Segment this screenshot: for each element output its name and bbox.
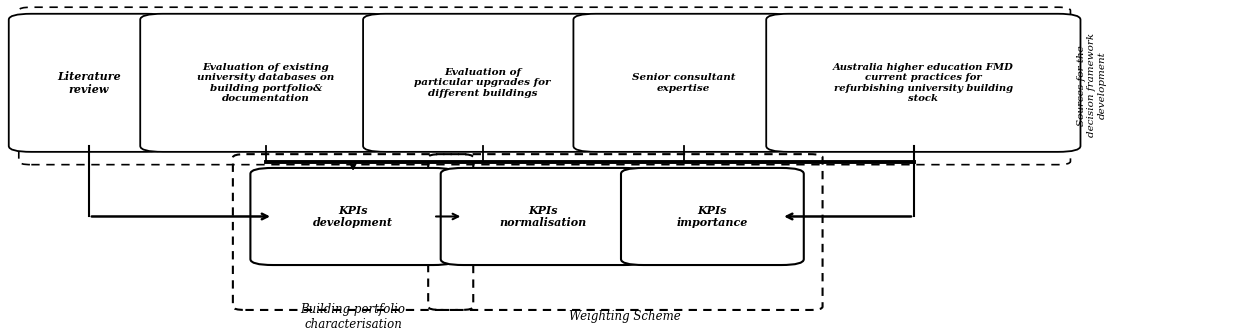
FancyBboxPatch shape [363, 14, 602, 152]
FancyBboxPatch shape [441, 168, 646, 265]
Text: Evaluation of existing
university databases on
building portfolio&
documentation: Evaluation of existing university databa… [198, 63, 334, 103]
Text: Weighting Scheme: Weighting Scheme [568, 310, 681, 323]
Text: Australia higher education FMD
current practices for
refurbishing university bui: Australia higher education FMD current p… [833, 63, 1014, 103]
Text: KPIs
normalisation: KPIs normalisation [500, 205, 587, 228]
FancyBboxPatch shape [573, 14, 794, 152]
FancyBboxPatch shape [9, 14, 169, 152]
Text: Evaluation of
particular upgrades for
different buildings: Evaluation of particular upgrades for di… [414, 68, 551, 98]
Text: Sources for the
decision framework
development: Sources for the decision framework devel… [1077, 33, 1107, 137]
Text: Building portfolio
characterisation: Building portfolio characterisation [300, 302, 406, 328]
Text: KPIs
development: KPIs development [313, 205, 393, 228]
FancyBboxPatch shape [621, 168, 804, 265]
Text: KPIs
importance: KPIs importance [676, 205, 749, 228]
Text: Senior consultant
expertise: Senior consultant expertise [632, 73, 735, 92]
FancyBboxPatch shape [140, 14, 392, 152]
Text: Literature
review: Literature review [58, 71, 120, 95]
FancyBboxPatch shape [766, 14, 1080, 152]
FancyBboxPatch shape [250, 168, 456, 265]
